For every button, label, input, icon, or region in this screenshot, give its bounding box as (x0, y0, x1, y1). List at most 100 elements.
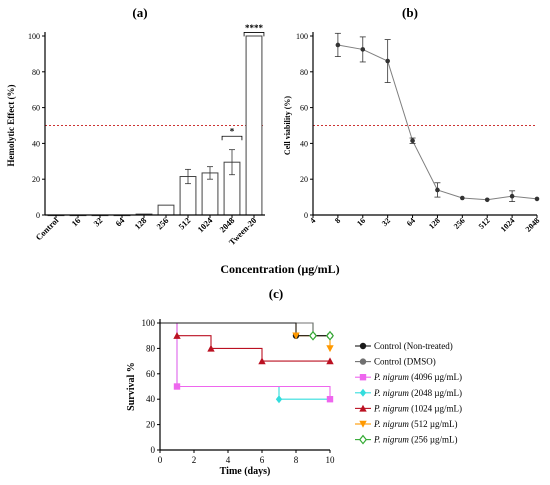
legend-label-6: P. nigrum (256 µg/mL) (373, 435, 458, 445)
x-tick-label-4: 4 (226, 455, 231, 465)
survival-line-series-4 (160, 322, 330, 362)
y-tick-label-40: 40 (32, 139, 40, 148)
legend-label-1: Control (DMSO) (374, 357, 436, 367)
x-tick-label-8: 8 (333, 216, 342, 225)
y-tick-label-20: 20 (300, 175, 308, 184)
x-tick-label-64: 64 (113, 215, 127, 229)
viability-line (337, 44, 538, 201)
x-tick-label-8: 8 (294, 455, 299, 465)
x-tick-label-10: 10 (326, 455, 336, 465)
legend-marker-6 (359, 434, 367, 445)
legend-label-species-3: P. nigrum (373, 388, 409, 398)
legend-label-4: P. nigrum (1024 µg/mL) (373, 403, 462, 413)
data-point-2048 (534, 196, 540, 202)
data-point-256 (460, 195, 465, 201)
y-axis-title: Hemolytic Effect (%) (6, 85, 16, 167)
legend-marker-3 (359, 388, 367, 397)
legend-label-0: Control (Non-treated) (374, 341, 453, 351)
legend-label-species-6: P. nigrum (373, 435, 409, 445)
x-axis-title: Time (days) (220, 466, 271, 477)
legend-item-5: P. nigrum (512 µg/mL) (355, 419, 458, 429)
survival-marker-series-4-0 (173, 332, 181, 339)
y-tick-label-100: 100 (28, 32, 40, 41)
legend-item-6: P. nigrum (256 µg/mL) (355, 435, 458, 445)
y-tick-label-80: 80 (300, 68, 308, 77)
legend-label-text-2: (4096 µg/mL) (409, 372, 462, 382)
x-tick-label-128: 128 (132, 215, 148, 231)
x-tick-label-32: 32 (380, 216, 392, 228)
legend-label-species-2: P. nigrum (373, 372, 409, 382)
y-tick-label-80: 80 (32, 68, 40, 77)
legend-label-3: P. nigrum (2048 µg/mL) (373, 388, 462, 398)
x-tick-label-0: 0 (158, 455, 163, 465)
legend-marker-1 (359, 358, 367, 365)
legend-label-text-0: Control (Non-treated) (374, 341, 453, 351)
survival-marker-series-5-1 (326, 345, 334, 353)
panel-b-label: (b) (402, 5, 418, 20)
panel-c-survival-chart: 0 20 40 60 80 100 0 2 4 6 8 10 Time (days) Survival %… (126, 318, 462, 477)
y-tick-label-20: 20 (32, 175, 40, 184)
y-tick-label-20: 20 (146, 420, 156, 430)
shared-x-axis-title: Concentration (µg/mL) (220, 262, 339, 276)
significance-bracket-Tween-20 (243, 32, 265, 37)
survival-legend: Control (Non-treated) Control (DMSO) P. ni… (355, 341, 462, 445)
data-point-64 (410, 138, 415, 144)
bar-Tween-20 (245, 35, 263, 216)
y-tick-label-0: 0 (304, 211, 308, 220)
significance-label-2048: * (230, 127, 235, 137)
y-tick-label-60: 60 (32, 104, 40, 113)
x-tick-label-1024: 1024 (499, 216, 517, 234)
y-axis-title: Survival % (126, 362, 137, 411)
panel-b-cell-viability-chart: 0 20 40 60 80 100 4 8 16 32 64 128 256 512 1024 2048 Cel… (283, 32, 541, 234)
x-tick-label-512: 512 (477, 216, 492, 231)
legend-label-species-5: P. nigrum (373, 419, 409, 429)
x-tick-label-6: 6 (260, 455, 265, 465)
x-tick-label-256: 256 (154, 215, 170, 231)
legend-label-text-1: Control (DMSO) (374, 357, 436, 367)
legend-item-1: Control (DMSO) (355, 357, 436, 367)
data-point-128 (435, 187, 440, 193)
y-tick-label-80: 80 (146, 343, 156, 353)
data-point-512 (484, 197, 490, 203)
panel-c-label: (c) (269, 286, 283, 301)
x-tick-label-1024: 1024 (195, 215, 215, 235)
legend-label-text-5: (512 µg/mL) (409, 419, 458, 429)
x-tick-label-512: 512 (176, 215, 192, 231)
y-tick-label-60: 60 (300, 104, 308, 113)
legend-label-5: P. nigrum (512 µg/mL) (373, 419, 458, 429)
bar-256 (157, 204, 175, 216)
x-tick-label-2048: 2048 (524, 216, 542, 234)
legend-label-text-4: (1024 µg/mL) (409, 403, 462, 413)
legend-label-text-6: (256 µg/mL) (409, 435, 458, 445)
y-tick-label-60: 60 (146, 369, 156, 379)
significance-label-Tween-20: **** (245, 23, 264, 33)
panel-a-label: (a) (132, 5, 147, 20)
legend-item-4: P. nigrum (1024 µg/mL) (355, 403, 462, 413)
y-tick-label-100: 100 (142, 318, 156, 328)
survival-marker-series-3-0 (275, 395, 283, 404)
legend-item-0: Control (Non-treated) (355, 341, 453, 351)
legend-marker-4 (359, 404, 367, 412)
y-tick-label-0: 0 (36, 211, 40, 220)
legend-marker-0 (359, 342, 367, 350)
survival-marker-series-5-0 (292, 332, 300, 340)
y-tick-label-40: 40 (300, 139, 308, 148)
survival-marker-series-2-0 (173, 383, 181, 390)
x-tick-label-256: 256 (452, 216, 467, 231)
legend-marker-5 (359, 420, 367, 428)
data-point-8 (335, 42, 341, 48)
data-point-32 (385, 58, 390, 64)
significance-bracket-2048 (221, 135, 243, 141)
x-tick-label-4: 4 (308, 216, 317, 225)
survival-marker-series-6-0 (309, 330, 317, 341)
legend-label-2: P. nigrum (4096 µg/mL) (373, 372, 462, 382)
legend-label-species-4: P. nigrum (373, 403, 409, 413)
x-tick-label-16: 16 (355, 216, 367, 228)
y-axis-title: Cell viability (%) (283, 96, 292, 155)
survival-line-series-6 (160, 322, 330, 337)
x-tick-label-2048: 2048 (217, 215, 236, 234)
survival-marker-series-2-1 (326, 396, 334, 403)
x-tick-label-128: 128 (427, 216, 442, 231)
